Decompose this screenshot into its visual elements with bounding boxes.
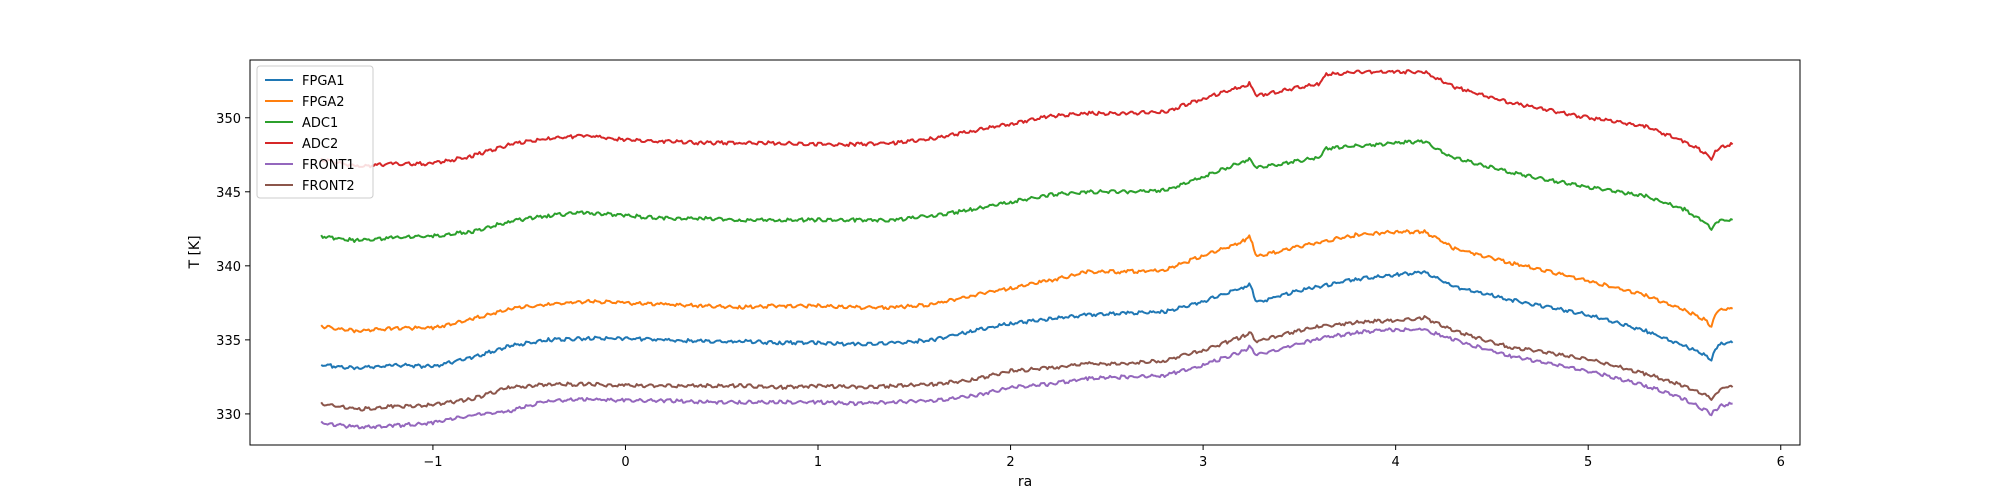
series-line-front1 [320, 327, 1733, 430]
plot-area [250, 60, 1800, 445]
x-tick-label: 5 [1584, 455, 1592, 470]
legend-label: ADC2 [302, 137, 338, 152]
y-tick-label: 335 [216, 334, 241, 349]
series-line-adc2 [320, 69, 1734, 169]
x-tick-label: 3 [1199, 455, 1207, 470]
legend-label: FRONT1 [302, 158, 355, 173]
x-tick-label: 2 [1006, 455, 1014, 470]
y-axis-label: T [K] [187, 235, 203, 269]
legend-label: FPGA2 [302, 95, 345, 110]
series-line-adc1 [320, 139, 1734, 243]
series-line-fpga1 [320, 270, 1734, 371]
x-tick-label: 1 [814, 455, 822, 470]
x-axis-label: ra [1018, 474, 1032, 490]
legend-label: ADC1 [302, 116, 338, 131]
series-line-front2 [320, 315, 1734, 412]
y-tick-label: 350 [216, 112, 241, 127]
y-tick-label: 345 [216, 186, 241, 201]
x-tick-label: 4 [1392, 455, 1400, 470]
x-tick-label: 6 [1777, 455, 1785, 470]
series-line-fpga2 [320, 229, 1734, 334]
legend: FPGA1 FPGA2 ADC1 ADC2 FRONT1 FRONT2 [256, 65, 374, 199]
y-tick-label: 340 [216, 260, 241, 275]
legend-label: FPGA1 [302, 74, 345, 89]
y-tick-label: 330 [216, 408, 241, 423]
plot-frame [249, 59, 1801, 446]
x-tick-label: −1 [423, 455, 442, 470]
legend-label: FRONT2 [302, 179, 355, 194]
x-tick-label: 0 [621, 455, 629, 470]
